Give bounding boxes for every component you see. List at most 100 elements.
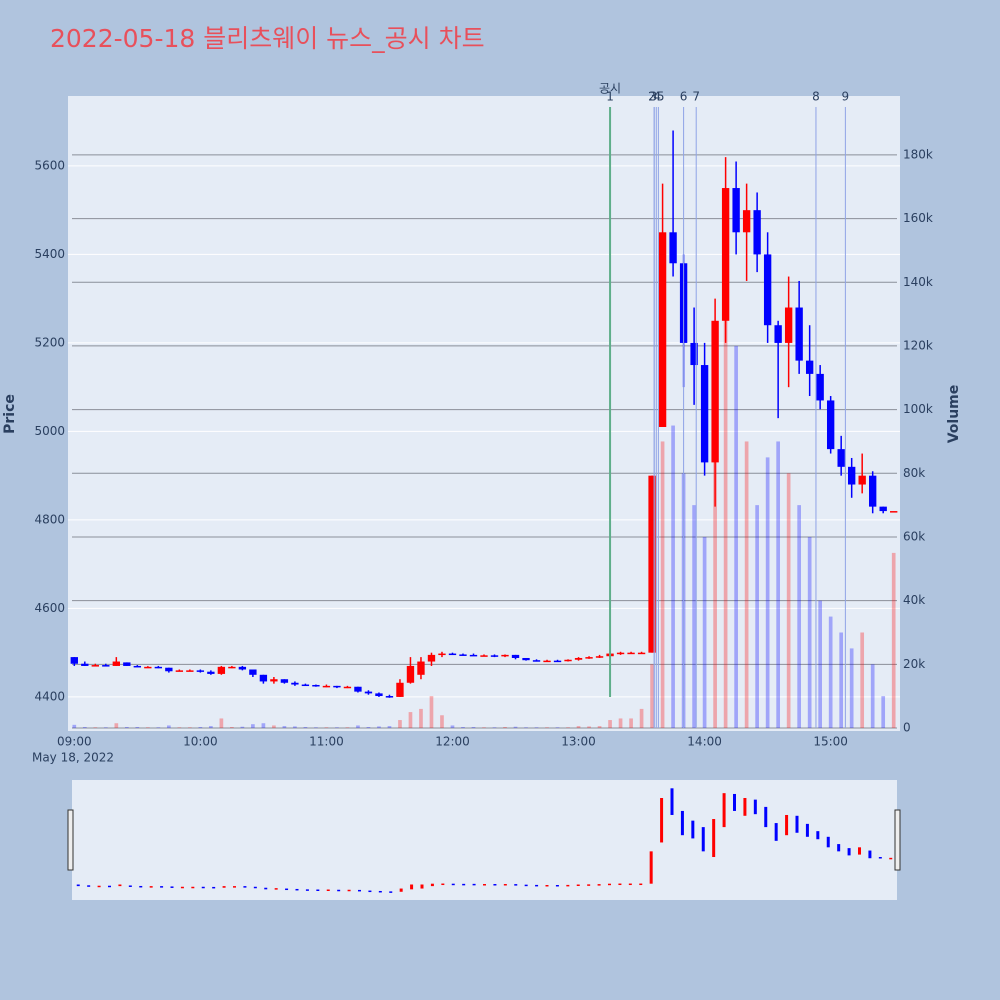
volume-bar — [650, 664, 654, 729]
y2-tick-label: 180k — [903, 147, 933, 161]
y2-tick-label: 60k — [903, 529, 925, 543]
volume-bar — [93, 727, 98, 729]
volume-bar — [82, 727, 87, 729]
y-tick-label: 4400 — [34, 689, 65, 703]
candle-body — [291, 682, 299, 685]
candle-body — [270, 679, 278, 682]
volume-bar — [555, 727, 560, 729]
volume-bar — [314, 727, 318, 729]
x-tick-label: 12:00 — [435, 735, 470, 749]
candle-body — [228, 666, 236, 669]
volume-bar — [471, 727, 476, 729]
candle-body — [690, 342, 698, 366]
candle-body — [196, 670, 205, 672]
volume-bar — [387, 726, 392, 729]
candle-body — [637, 652, 646, 655]
candle-body — [742, 210, 751, 233]
y2-tick-label: 120k — [903, 338, 933, 352]
volume-bar — [356, 725, 360, 729]
candle-body — [238, 666, 247, 670]
candle-body — [627, 652, 635, 655]
volume-bar — [429, 696, 434, 729]
volume-bar — [671, 425, 675, 729]
x-date-label: May 18, 2022 — [32, 751, 114, 765]
candle-body — [81, 663, 89, 666]
volume-bar — [198, 727, 203, 729]
candle-body — [774, 325, 782, 343]
candle-body — [890, 511, 898, 513]
volume-bar — [513, 726, 518, 729]
announcement-label: 2 — [648, 90, 656, 104]
candle-body — [532, 660, 541, 662]
range-handle[interactable] — [894, 809, 901, 871]
y-tick-label: 4800 — [34, 512, 65, 526]
candle-body — [165, 667, 173, 672]
candle-body — [501, 654, 509, 657]
candle-body — [480, 655, 488, 657]
volume-bar — [797, 505, 801, 729]
candle-body — [784, 307, 793, 343]
candle-body — [217, 666, 226, 674]
y-axis-title: Price — [2, 394, 18, 434]
candle-body — [616, 652, 625, 655]
volume-bar — [282, 726, 287, 729]
y-tick-label: 5000 — [34, 424, 65, 438]
candle-body — [469, 654, 478, 657]
candle-body — [396, 682, 404, 697]
volume-bar — [881, 696, 886, 729]
announcement-title: 공시 — [599, 82, 621, 96]
candle-body — [207, 671, 215, 674]
y-tick-label: 5600 — [34, 158, 65, 172]
candle-body — [869, 475, 877, 507]
range-slider[interactable] — [72, 780, 897, 900]
volume-bar — [723, 218, 728, 729]
volume-bar — [345, 727, 350, 729]
volume-bar — [597, 726, 602, 729]
volume-bar — [786, 473, 791, 729]
candle-body — [459, 654, 467, 656]
volume-bar — [639, 708, 644, 729]
candle-body — [522, 657, 530, 661]
volume-bar — [566, 727, 570, 729]
volume-bar — [524, 727, 528, 729]
announcement-label: 8 — [812, 90, 820, 104]
volume-bar — [461, 727, 465, 729]
x-tick-label: 13:00 — [561, 735, 596, 749]
candle-body — [91, 665, 99, 667]
candle-body — [333, 685, 341, 688]
volume-bar — [377, 726, 381, 729]
candle-body — [763, 254, 772, 326]
announcement-label: 7 — [692, 90, 700, 104]
volume-bar — [167, 725, 171, 729]
volume-bar — [692, 505, 696, 729]
volume-bar — [366, 727, 371, 729]
volume-bar — [828, 616, 833, 729]
candle-body — [837, 449, 845, 467]
y2-tick-label: 20k — [903, 657, 925, 671]
candle-body — [585, 657, 593, 659]
candle-body — [648, 475, 656, 653]
announcement-label: 4 — [653, 90, 661, 104]
candle-body — [564, 659, 572, 662]
announcement-label: 9 — [842, 90, 850, 104]
candle-body — [186, 670, 194, 672]
plot-area — [68, 96, 900, 731]
candle-body — [364, 691, 373, 694]
volume-bar — [188, 727, 192, 729]
volume-bar — [660, 441, 665, 729]
candle-body — [375, 693, 383, 697]
volume-bar — [608, 720, 612, 729]
volume-bar — [765, 457, 770, 729]
volume-bar — [146, 727, 150, 729]
range-handle[interactable] — [67, 809, 74, 871]
y2-tick-label: 80k — [903, 466, 925, 480]
volume-bar — [807, 536, 812, 729]
candle-body — [553, 660, 562, 663]
volume-bar — [240, 726, 245, 729]
candle-body — [249, 669, 257, 675]
candle-body — [354, 686, 362, 692]
candle-body — [322, 685, 331, 688]
volume-bar — [324, 727, 329, 729]
candle-body — [144, 666, 152, 669]
